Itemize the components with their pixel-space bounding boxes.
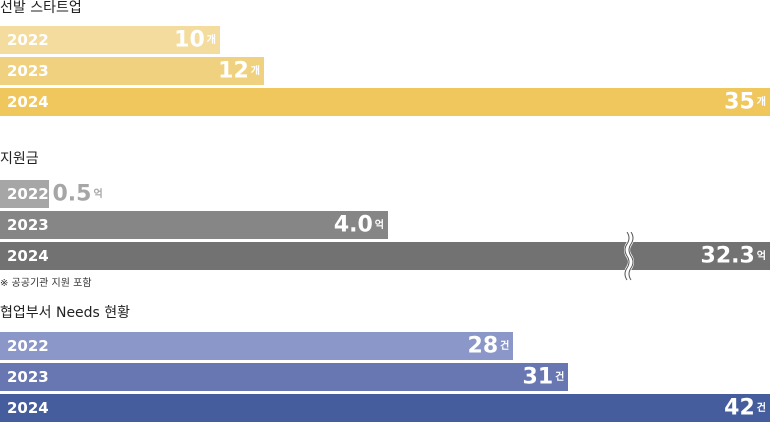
category-label: 2024 — [7, 399, 49, 417]
data-label-unit: 건 — [555, 371, 565, 383]
category-label: 2024 — [7, 247, 49, 265]
data-label: 28 건 — [468, 332, 510, 361]
bar-row: 2023 31 건 — [0, 363, 770, 391]
category-label: 2023 — [7, 62, 49, 80]
bar-row: 2023 12 개 — [0, 57, 770, 85]
data-label-unit: 개 — [756, 96, 766, 108]
data-label: 35 개 — [724, 88, 766, 117]
category-label: 2023 — [7, 368, 49, 386]
data-label-value: 4.0 — [333, 212, 373, 238]
data-label: 12 개 — [218, 57, 260, 86]
bar-row: 2022 10 개 — [0, 26, 770, 54]
bar-row: 2022 0.5 억 — [0, 180, 770, 208]
bar-row: 2024 35 개 — [0, 88, 770, 116]
category-label: 2022 — [7, 31, 49, 49]
chart-title: 협업부서 Needs 현황 — [0, 305, 131, 321]
bar-row: 2022 28 건 — [0, 332, 770, 360]
data-label-value: 42 — [724, 395, 755, 421]
data-label-value: 32.3 — [700, 243, 755, 269]
data-label: 31 건 — [523, 363, 565, 392]
bar-row: 2024 32.3 억 — [0, 242, 770, 270]
data-label-unit: 억 — [374, 219, 384, 231]
category-label: 2022 — [7, 337, 49, 355]
bar — [0, 394, 770, 422]
bar — [0, 242, 770, 270]
bar — [0, 363, 569, 391]
data-label-value: 0.5 — [52, 181, 92, 207]
bar — [0, 332, 514, 360]
footnote: ※ 공공기관 지원 포함 — [0, 278, 92, 289]
data-label: 10 개 — [174, 26, 216, 55]
data-label: 32.3 억 — [701, 242, 766, 271]
axis-break-icon — [624, 232, 634, 282]
data-label-value: 31 — [522, 364, 554, 390]
data-label-value: 35 — [724, 89, 755, 115]
data-label-unit: 개 — [206, 34, 216, 46]
chart-title: 선발 스타트업 — [0, 0, 82, 16]
data-label-value: 28 — [467, 333, 499, 359]
data-label: 0.5 억 — [53, 180, 103, 209]
data-label: 4.0 억 — [334, 211, 384, 240]
bar — [0, 57, 264, 85]
bar — [0, 26, 220, 54]
data-label-unit: 건 — [500, 340, 510, 352]
data-label-value: 12 — [218, 58, 249, 84]
bar — [0, 180, 49, 208]
data-label-unit: 억 — [93, 188, 103, 200]
data-label-value: 10 — [174, 27, 205, 53]
data-label: 42 건 — [724, 394, 766, 423]
chart-title: 지원금 — [0, 151, 39, 167]
data-label-unit: 건 — [756, 402, 766, 414]
category-label: 2022 — [7, 185, 49, 203]
bar-row: 2024 42 건 — [0, 394, 770, 422]
data-label-unit: 개 — [250, 65, 260, 77]
bar — [0, 211, 388, 239]
bar — [0, 88, 770, 116]
category-label: 2023 — [7, 216, 49, 234]
bar-row: 2023 4.0 억 — [0, 211, 770, 239]
data-label-unit: 억 — [756, 250, 766, 262]
category-label: 2024 — [7, 93, 49, 111]
